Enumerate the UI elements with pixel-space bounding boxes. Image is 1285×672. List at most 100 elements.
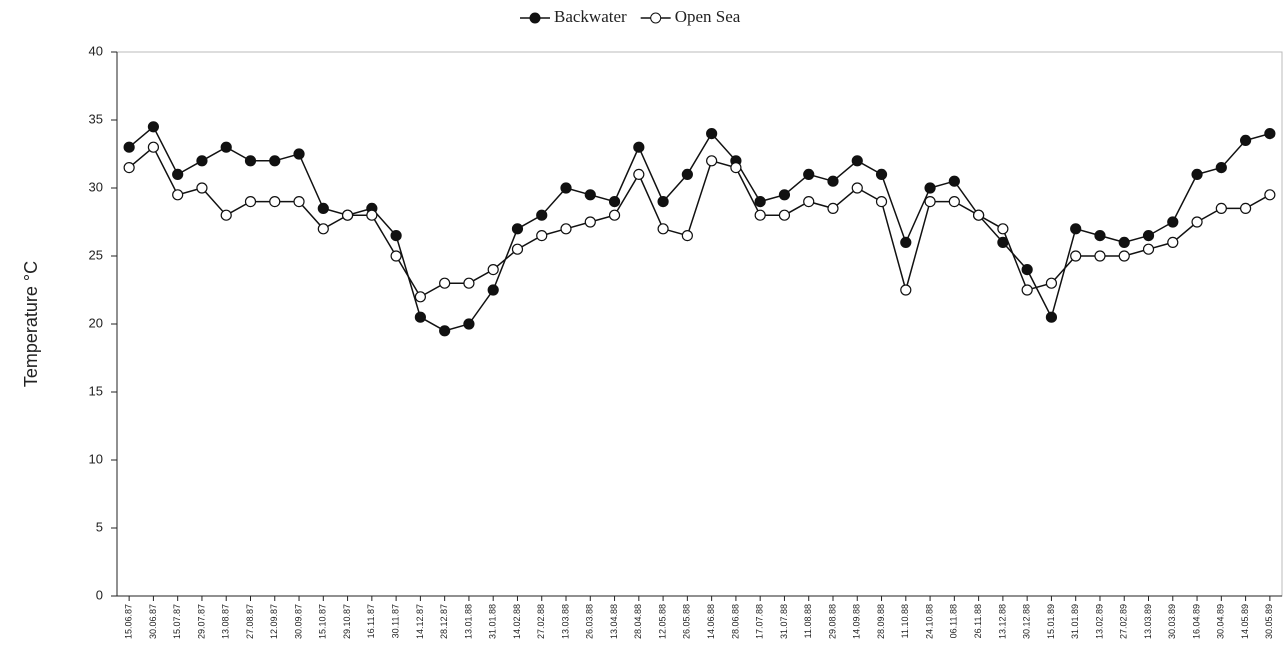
point: [973, 209, 985, 221]
x-tick-label: 14.12.87: [415, 604, 425, 639]
point: [196, 182, 208, 194]
x-tick-label: 28.09.88: [876, 604, 886, 639]
point: [1215, 202, 1227, 214]
x-tick-label: 11.08.88: [803, 604, 813, 638]
point: [681, 230, 693, 242]
point: [924, 182, 936, 194]
point: [560, 223, 572, 235]
x-tick-label: 13.04.88: [609, 604, 619, 639]
y-tick-label: 25: [89, 247, 103, 262]
x-tick-label: 30.05.89: [1264, 604, 1274, 639]
point: [706, 128, 718, 140]
point: [439, 325, 451, 337]
point: [293, 196, 305, 208]
point: [924, 196, 936, 208]
x-tick-label: 30.12.88: [1022, 604, 1032, 639]
x-tick-label: 28.06.88: [730, 604, 740, 639]
point: [633, 141, 645, 153]
point: [657, 223, 669, 235]
point: [390, 250, 402, 262]
x-tick-label: 27.02.89: [1119, 604, 1129, 639]
point: [536, 230, 548, 242]
point: [390, 230, 402, 242]
point: [681, 168, 693, 180]
point: [439, 277, 451, 289]
y-tick-label: 0: [96, 587, 103, 602]
series-line: [128, 146, 1271, 298]
x-tick-label: 27.02.88: [536, 604, 546, 639]
point: [730, 162, 742, 174]
point: [414, 291, 426, 303]
point: [1215, 162, 1227, 174]
x-tick-label: 13.02.89: [1094, 604, 1104, 639]
point: [511, 223, 524, 235]
point: [317, 202, 329, 214]
point: [1070, 250, 1082, 262]
legend-label: Backwater: [554, 7, 627, 26]
x-tick-label: 29.07.87: [196, 604, 206, 639]
point: [341, 209, 354, 221]
x-tick-label: 31.01.89: [1070, 604, 1080, 639]
point: [778, 189, 791, 201]
x-tick-label: 15.10.87: [318, 604, 328, 639]
x-tick-label: 13.03.89: [1143, 604, 1153, 639]
point: [293, 148, 305, 160]
point: [560, 182, 572, 194]
point: [244, 155, 257, 167]
y-tick-label: 30: [89, 179, 103, 194]
point: [1167, 236, 1179, 248]
point: [608, 196, 621, 208]
x-tick-label: 15.01.89: [1046, 604, 1056, 639]
point: [172, 189, 184, 201]
point: [997, 223, 1009, 235]
point: [196, 155, 208, 167]
point: [875, 168, 888, 180]
point: [1118, 250, 1130, 262]
x-tick-label: 12.09.87: [269, 604, 279, 639]
point: [1167, 216, 1179, 228]
y-tick-label: 20: [89, 315, 103, 330]
point: [827, 202, 839, 214]
point: [269, 196, 281, 208]
x-tick-label: 30.06.87: [148, 604, 158, 639]
point: [463, 277, 475, 289]
point: [147, 121, 160, 133]
x-tick-label: 31.07.88: [779, 604, 789, 639]
x-tick-label: 26.03.88: [585, 604, 595, 639]
point: [487, 264, 499, 276]
point: [657, 196, 669, 208]
point: [900, 284, 912, 296]
y-tick-label: 35: [89, 111, 103, 126]
point: [220, 209, 232, 221]
point: [1239, 202, 1252, 214]
x-tick-label: 29.08.88: [827, 604, 837, 639]
point: [317, 223, 329, 235]
point: [900, 236, 912, 248]
legend-marker: [529, 12, 541, 24]
x-tick-label: 14.02.88: [512, 604, 522, 639]
point: [1045, 311, 1058, 323]
point: [633, 168, 645, 180]
point: [1191, 168, 1203, 180]
y-tick-label: 5: [96, 519, 103, 534]
x-tick-label: 30.04.89: [1216, 604, 1226, 639]
point: [487, 284, 499, 296]
x-tick-label: 16.11.87: [366, 604, 376, 638]
point: [778, 209, 791, 221]
point: [948, 196, 960, 208]
x-tick-label: 30.11.87: [390, 604, 400, 638]
point: [851, 155, 863, 167]
point: [1142, 243, 1155, 255]
x-tick-label: 27.08.87: [245, 604, 255, 639]
point: [584, 216, 596, 228]
point: [1264, 128, 1276, 140]
x-tick-label: 14.05.89: [1240, 604, 1250, 639]
x-tick-label: 15.07.87: [172, 604, 182, 639]
point: [1094, 230, 1106, 242]
point: [414, 311, 426, 323]
x-tick-label: 30.03.89: [1167, 604, 1177, 639]
x-tick-label: 16.04.89: [1191, 604, 1201, 639]
y-tick-label: 15: [89, 383, 103, 398]
x-tick-label: 29.10.87: [342, 604, 352, 639]
point: [244, 196, 257, 208]
